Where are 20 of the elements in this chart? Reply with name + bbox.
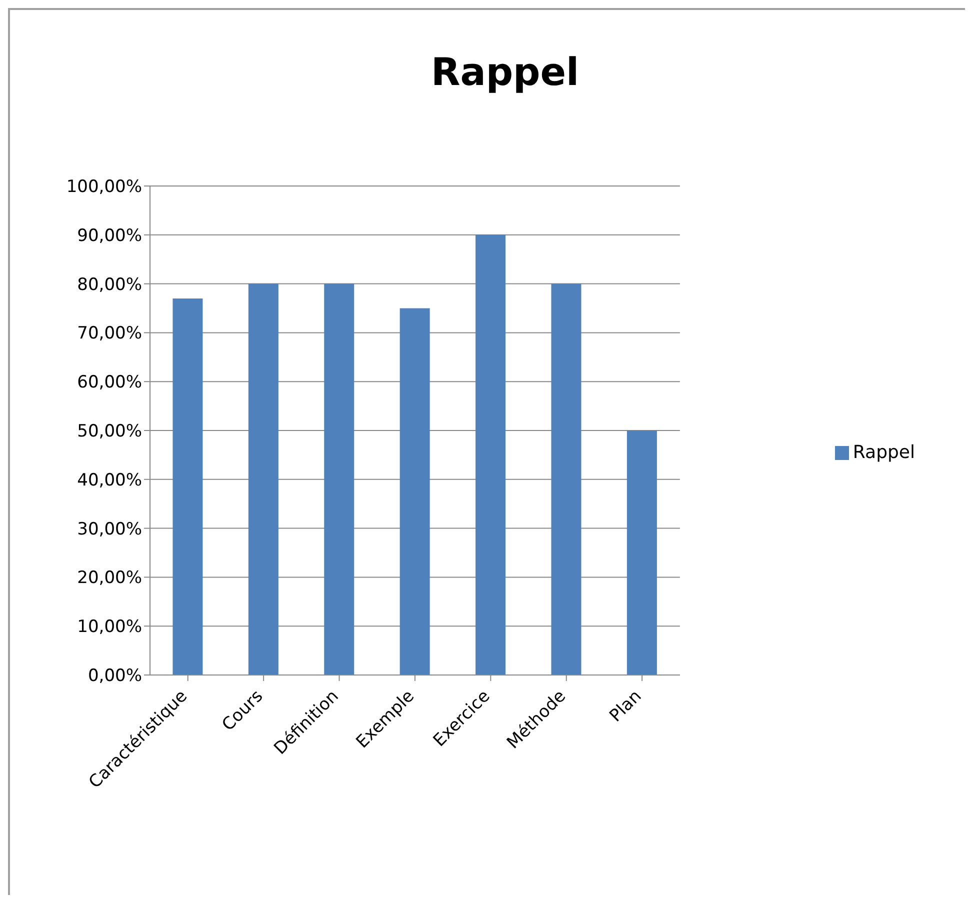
y-tick-label: 90,00%	[77, 226, 142, 246]
y-tick-label: 10,00%	[77, 617, 142, 638]
y-tick-label: 50,00%	[77, 422, 142, 442]
bar	[476, 234, 506, 675]
chart-title: Rappel	[430, 50, 580, 94]
y-tick-label: 0,00%	[88, 666, 142, 686]
y-tick-label: 60,00%	[77, 372, 142, 393]
bar	[172, 298, 203, 675]
legend-label: Rappel	[852, 442, 915, 463]
bar	[248, 284, 278, 675]
y-tick-label: 30,00%	[77, 519, 142, 540]
y-tick-label: 100,00%	[66, 177, 142, 198]
bar	[551, 284, 582, 675]
y-tick-label: 40,00%	[77, 470, 142, 490]
bar	[324, 284, 354, 675]
bar	[400, 308, 430, 675]
y-tick-label: 70,00%	[77, 324, 142, 344]
y-tick-label: 80,00%	[77, 274, 142, 295]
bar	[626, 430, 657, 675]
y-tick-label: 20,00%	[77, 568, 142, 588]
